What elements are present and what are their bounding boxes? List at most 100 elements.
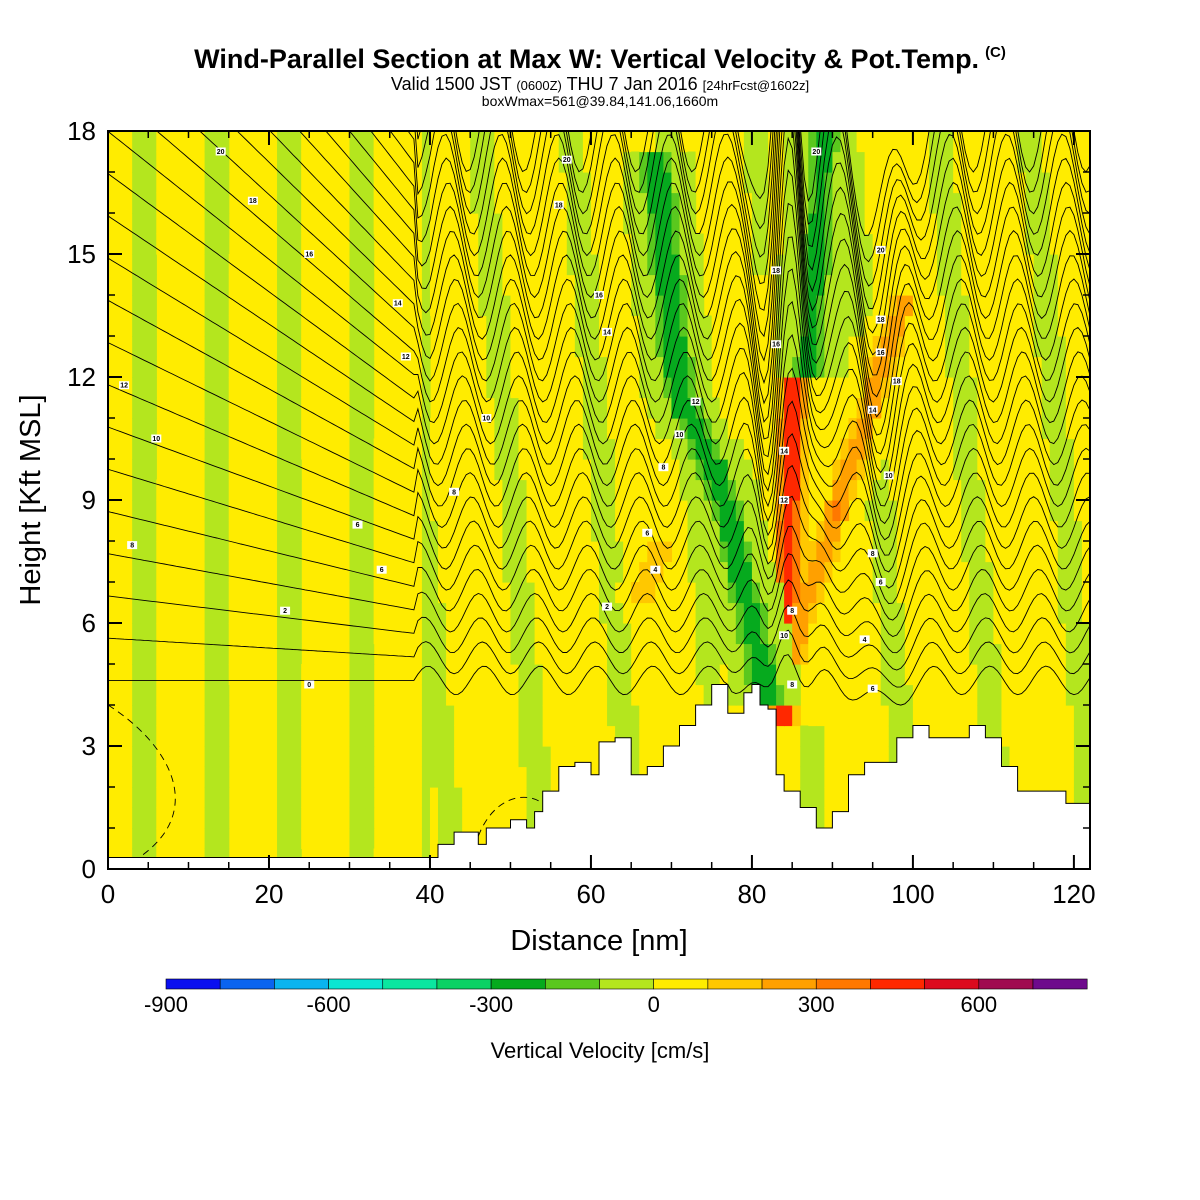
field-cell <box>429 479 439 501</box>
field-cell <box>953 213 962 235</box>
theta-contour <box>236 131 1090 436</box>
field-cell <box>759 233 769 255</box>
field-cell <box>607 541 616 563</box>
field-cell <box>486 274 495 296</box>
field-cell <box>349 315 359 337</box>
field-cell <box>220 151 230 173</box>
field-cell <box>252 807 262 829</box>
field-cell <box>373 213 383 235</box>
field-cell <box>663 705 673 727</box>
field-cell <box>904 684 914 706</box>
field-cell <box>188 459 198 481</box>
theta-label: 18 <box>772 268 780 275</box>
field-cell <box>140 459 149 481</box>
theta-contour <box>108 299 1090 556</box>
field-cell <box>824 541 834 563</box>
field-cell <box>1025 315 1035 337</box>
field-cell <box>236 582 246 604</box>
field-cell <box>590 500 600 522</box>
field-cell <box>140 643 149 665</box>
theta-label: 12 <box>692 399 700 406</box>
field-cell <box>655 418 664 440</box>
field-cell <box>727 233 737 255</box>
field-cell <box>840 623 850 645</box>
field-cell <box>848 541 858 563</box>
field-cell <box>631 705 640 727</box>
field-cell <box>776 561 785 583</box>
field-cell <box>550 459 560 481</box>
field-cell <box>1049 172 1059 194</box>
field-cell <box>800 172 809 194</box>
field-cell <box>140 377 149 399</box>
field-cell <box>349 541 359 563</box>
field-cell <box>816 438 825 460</box>
field-cell <box>993 705 1003 727</box>
field-cell <box>751 254 761 276</box>
field-cell <box>510 684 520 706</box>
field-cell <box>599 459 608 481</box>
field-cell <box>357 725 367 747</box>
field-cell <box>421 438 431 460</box>
field-cell <box>784 336 793 358</box>
field-cell <box>832 684 842 706</box>
field-cell <box>679 131 689 153</box>
field-cell <box>703 684 713 706</box>
field-cell <box>856 274 866 296</box>
field-cell <box>574 151 584 173</box>
field-cell <box>985 131 995 153</box>
field-cell <box>848 623 858 645</box>
field-cell <box>687 418 697 440</box>
field-cell <box>977 602 986 624</box>
field-cell <box>719 459 729 481</box>
field-cell <box>759 192 769 214</box>
field-cell <box>679 418 689 440</box>
field-cell <box>655 233 664 255</box>
field-cell <box>808 295 817 317</box>
field-cell <box>285 500 294 522</box>
field-cell <box>365 746 375 768</box>
field-cell <box>446 643 455 665</box>
field-cell <box>534 172 544 194</box>
field-cell <box>1017 131 1027 153</box>
field-cell <box>558 520 568 542</box>
field-cell <box>1009 315 1019 337</box>
field-cell <box>703 315 713 337</box>
field-cell <box>429 746 439 768</box>
field-cell <box>607 500 616 522</box>
field-cell <box>389 705 399 727</box>
field-cell <box>478 213 487 235</box>
field-cell <box>792 459 801 481</box>
theta-label-bg <box>304 250 315 258</box>
field-cell <box>1009 397 1019 419</box>
field-cell <box>132 746 141 768</box>
field-cell <box>309 274 318 296</box>
field-cell <box>615 233 624 255</box>
field-cell <box>856 336 866 358</box>
field-cell <box>228 664 238 686</box>
field-cell <box>655 520 664 542</box>
theta-label-bg <box>594 291 604 299</box>
field-cell <box>365 377 375 399</box>
theta-label-bg <box>481 414 492 422</box>
field-cell <box>695 643 705 665</box>
field-cell <box>687 582 697 604</box>
field-cell <box>1025 643 1035 665</box>
field-cell <box>438 192 447 214</box>
field-cell <box>534 233 544 255</box>
field-cell <box>623 295 632 317</box>
field-cell <box>317 520 326 542</box>
field-cell <box>1065 787 1075 809</box>
field-cell <box>148 766 157 788</box>
field-cell <box>792 397 801 419</box>
field-cell <box>277 746 286 768</box>
field-cell <box>542 705 552 727</box>
field-cell <box>759 623 769 645</box>
field-cell <box>937 192 946 214</box>
field-cell <box>1081 705 1090 727</box>
field-cell <box>929 561 938 583</box>
field-cell <box>301 828 310 850</box>
field-cell <box>381 623 391 645</box>
field-cell <box>389 684 399 706</box>
field-cell <box>550 418 560 440</box>
field-cell <box>180 500 190 522</box>
